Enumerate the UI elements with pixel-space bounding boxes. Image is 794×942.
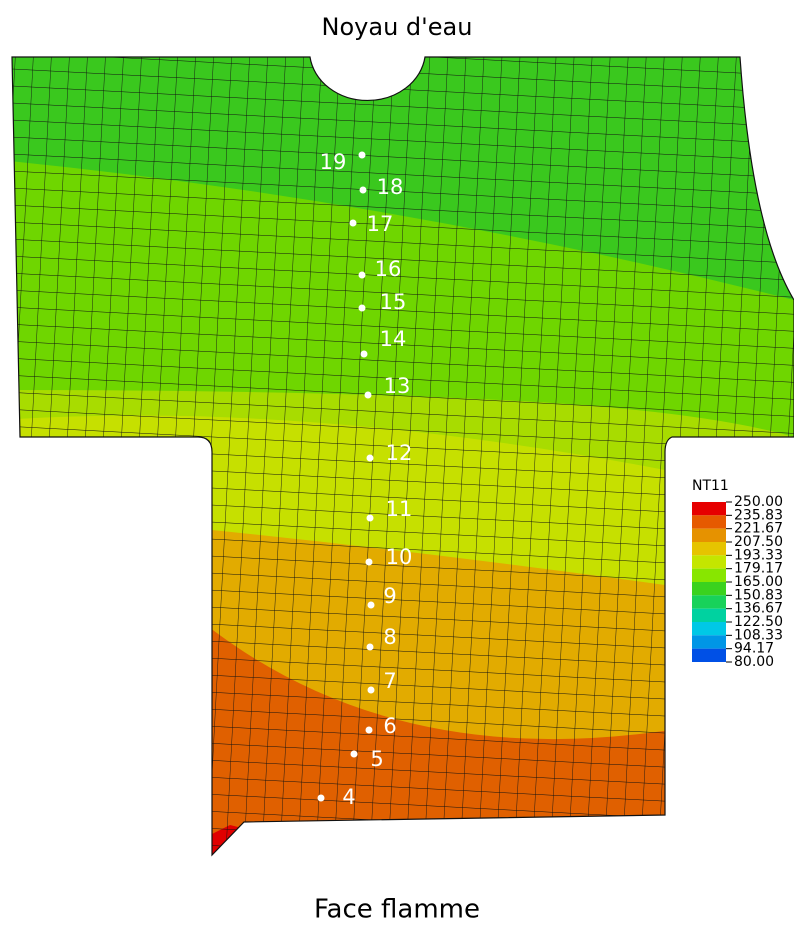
legend-swatch: [692, 502, 726, 516]
point-label: 15: [380, 290, 407, 314]
point-dot: [258, 879, 266, 887]
point-label: 2: [276, 867, 289, 891]
point-label: 4: [342, 785, 355, 809]
point-dot: [349, 219, 357, 227]
legend-swatch: [692, 528, 726, 542]
top-title: Noyau d'eau: [322, 13, 473, 41]
legend-label: 122.50: [734, 614, 783, 630]
legend-swatch: [692, 542, 726, 556]
point-dot: [364, 391, 372, 399]
legend-label: 108.33: [734, 627, 783, 643]
legend-title: NT11: [692, 478, 729, 494]
legend-label: 235.83: [734, 507, 783, 523]
point-dot: [358, 151, 366, 159]
legend-swatch: [692, 515, 726, 529]
point-label: 12: [386, 441, 413, 465]
point-dot: [317, 794, 325, 802]
point-dot: [358, 304, 366, 312]
bottom-title: Face flamme: [314, 895, 480, 925]
point-dot: [367, 686, 375, 694]
point-dot: [365, 726, 373, 734]
legend-swatch: [692, 582, 726, 596]
point-dot: [359, 186, 367, 194]
legend-label: 193.33: [734, 547, 783, 563]
point-dot: [358, 271, 366, 279]
legend-label: 136.67: [734, 601, 783, 617]
point-dot: [366, 514, 374, 522]
legend-label: 250.00: [734, 494, 783, 510]
point-dot: [367, 601, 375, 609]
point-label: 18: [377, 175, 404, 199]
point-label: 6: [383, 714, 396, 738]
point-dot: [360, 350, 368, 358]
legend-label: 179.17: [734, 561, 783, 577]
legend-swatch: [692, 635, 726, 649]
point-label: 10: [386, 545, 413, 569]
point-label: 5: [370, 747, 383, 771]
legend-label: 80.00: [734, 654, 774, 670]
point-label: 8: [383, 625, 396, 649]
legend-label: 165.00: [734, 574, 783, 590]
point-label: 16: [375, 257, 402, 281]
point-dot: [285, 839, 293, 847]
legend-label: 150.83: [734, 587, 783, 603]
legend-swatch: [692, 608, 726, 622]
legend-swatch: [692, 568, 726, 582]
legend-label: 94.17: [734, 641, 774, 657]
contour-plot: [12, 57, 794, 855]
legend-label: 221.67: [734, 521, 783, 537]
legend-label: 207.50: [734, 534, 783, 550]
legend: 250.00235.83221.67207.50193.33179.17165.…: [692, 494, 783, 670]
legend-swatch: [692, 622, 726, 636]
point-label: 11: [386, 497, 413, 521]
point-label: 1: [231, 865, 244, 889]
point-dot: [350, 750, 358, 758]
legend-swatch: [692, 648, 726, 662]
point-label: 3: [306, 828, 319, 852]
point-dot: [365, 558, 373, 566]
point-label: 7: [383, 669, 396, 693]
point-label: 17: [367, 212, 394, 236]
point-label: 9: [383, 584, 396, 608]
point-label: 13: [384, 374, 411, 398]
point-label: 14: [380, 327, 407, 351]
point-dot: [366, 454, 374, 462]
legend-swatch: [692, 555, 726, 569]
point-dot: [366, 643, 374, 651]
legend-swatch: [692, 595, 726, 609]
point-label: 19: [320, 150, 347, 174]
outline: [11, 56, 794, 857]
